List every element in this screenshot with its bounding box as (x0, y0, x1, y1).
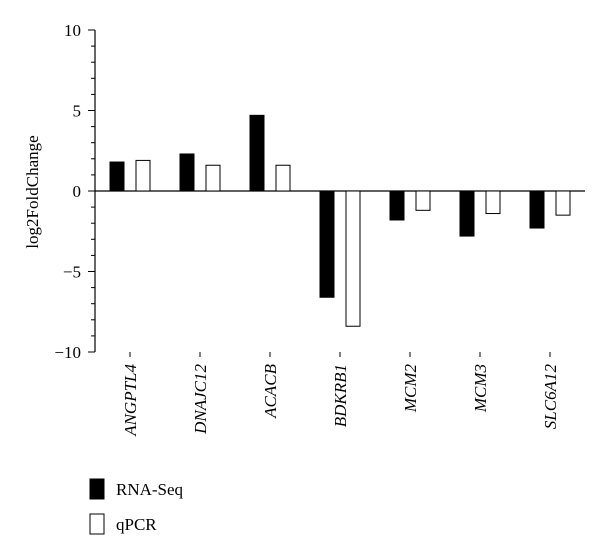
legend: RNA-Seq qPCR (89, 478, 184, 535)
category-label-mcm3: MCM3 (471, 364, 490, 413)
bar-qpcr-angptl4 (135, 159, 151, 192)
y-tick-label: −10 (54, 343, 81, 362)
category-label-angptl4: ANGPTL4 (121, 364, 140, 437)
category-label-bdkrb1: BDKRB1 (331, 364, 350, 427)
y-tick-label: 10 (64, 21, 81, 40)
legend-label-rna-seq: RNA-Seq (116, 480, 184, 499)
bars (109, 114, 571, 327)
y-tick-label: −5 (63, 263, 81, 282)
bar-rna-seq-mcm2 (389, 190, 405, 221)
bar-qpcr-dnajc12 (205, 164, 221, 192)
category-label-mcm2: MCM2 (401, 364, 420, 414)
bar-qpcr-slc6a12 (555, 190, 571, 216)
category-label-acacb: ACACB (261, 363, 280, 418)
y-tick-label: 5 (73, 102, 82, 121)
category-labels: ANGPTL4 DNAJC12 ACACB BDKRB1 MCM2 MCM3 SLC6A12 (121, 352, 560, 437)
y-axis-title: log2FoldChange (23, 135, 42, 248)
y-tick-label: 0 (73, 182, 82, 201)
bar-qpcr-bdkrb1 (345, 190, 361, 327)
bar-rna-seq-slc6a12 (529, 190, 545, 229)
bar-qpcr-mcm2 (415, 190, 431, 211)
bar-rna-seq-acacb (249, 114, 265, 192)
bar-qpcr-acacb (275, 164, 291, 192)
legend-swatch-rna-seq (89, 478, 105, 500)
bar-rna-seq-mcm3 (459, 190, 475, 237)
category-label-dnajc12: DNAJC12 (191, 364, 210, 435)
legend-swatch-qpcr (89, 513, 105, 535)
category-label-slc6a12: SLC6A12 (541, 364, 560, 430)
legend-label-qpcr: qPCR (116, 515, 157, 534)
bar-rna-seq-dnajc12 (179, 153, 195, 192)
y-axis: 10 5 0 −5 −10 (54, 21, 96, 362)
bar-rna-seq-angptl4 (109, 161, 125, 192)
bar-rna-seq-bdkrb1 (319, 190, 335, 298)
bar-qpcr-mcm3 (485, 190, 501, 215)
